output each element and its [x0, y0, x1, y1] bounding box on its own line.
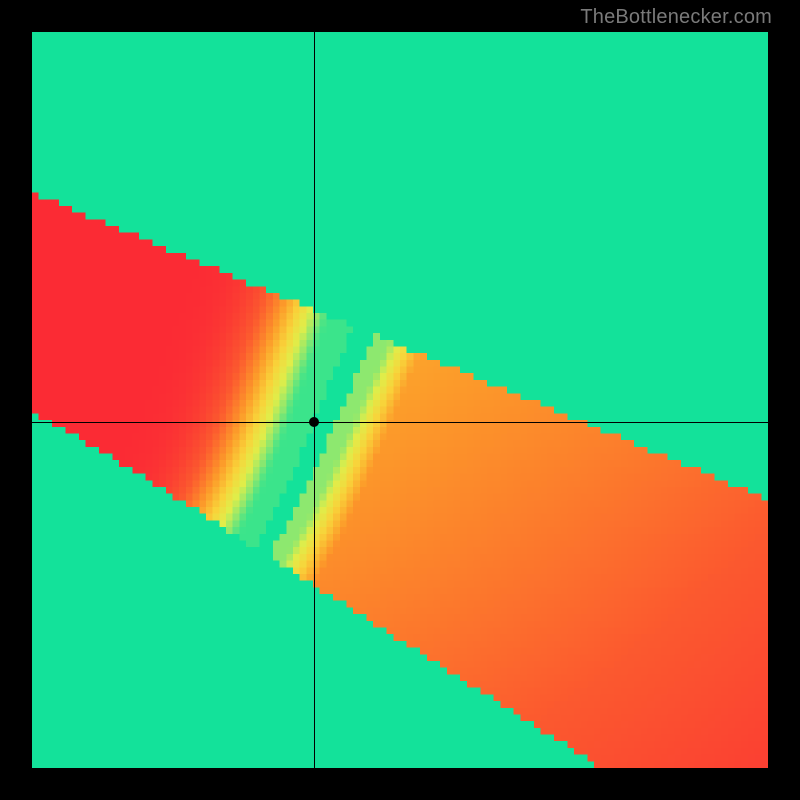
heatmap-plot	[32, 32, 768, 768]
watermark-text: TheBottlenecker.com	[580, 6, 772, 29]
crosshair-vertical	[314, 32, 315, 768]
crosshair-marker	[309, 417, 319, 427]
crosshair-horizontal	[32, 422, 768, 423]
heatmap-canvas	[32, 32, 768, 768]
